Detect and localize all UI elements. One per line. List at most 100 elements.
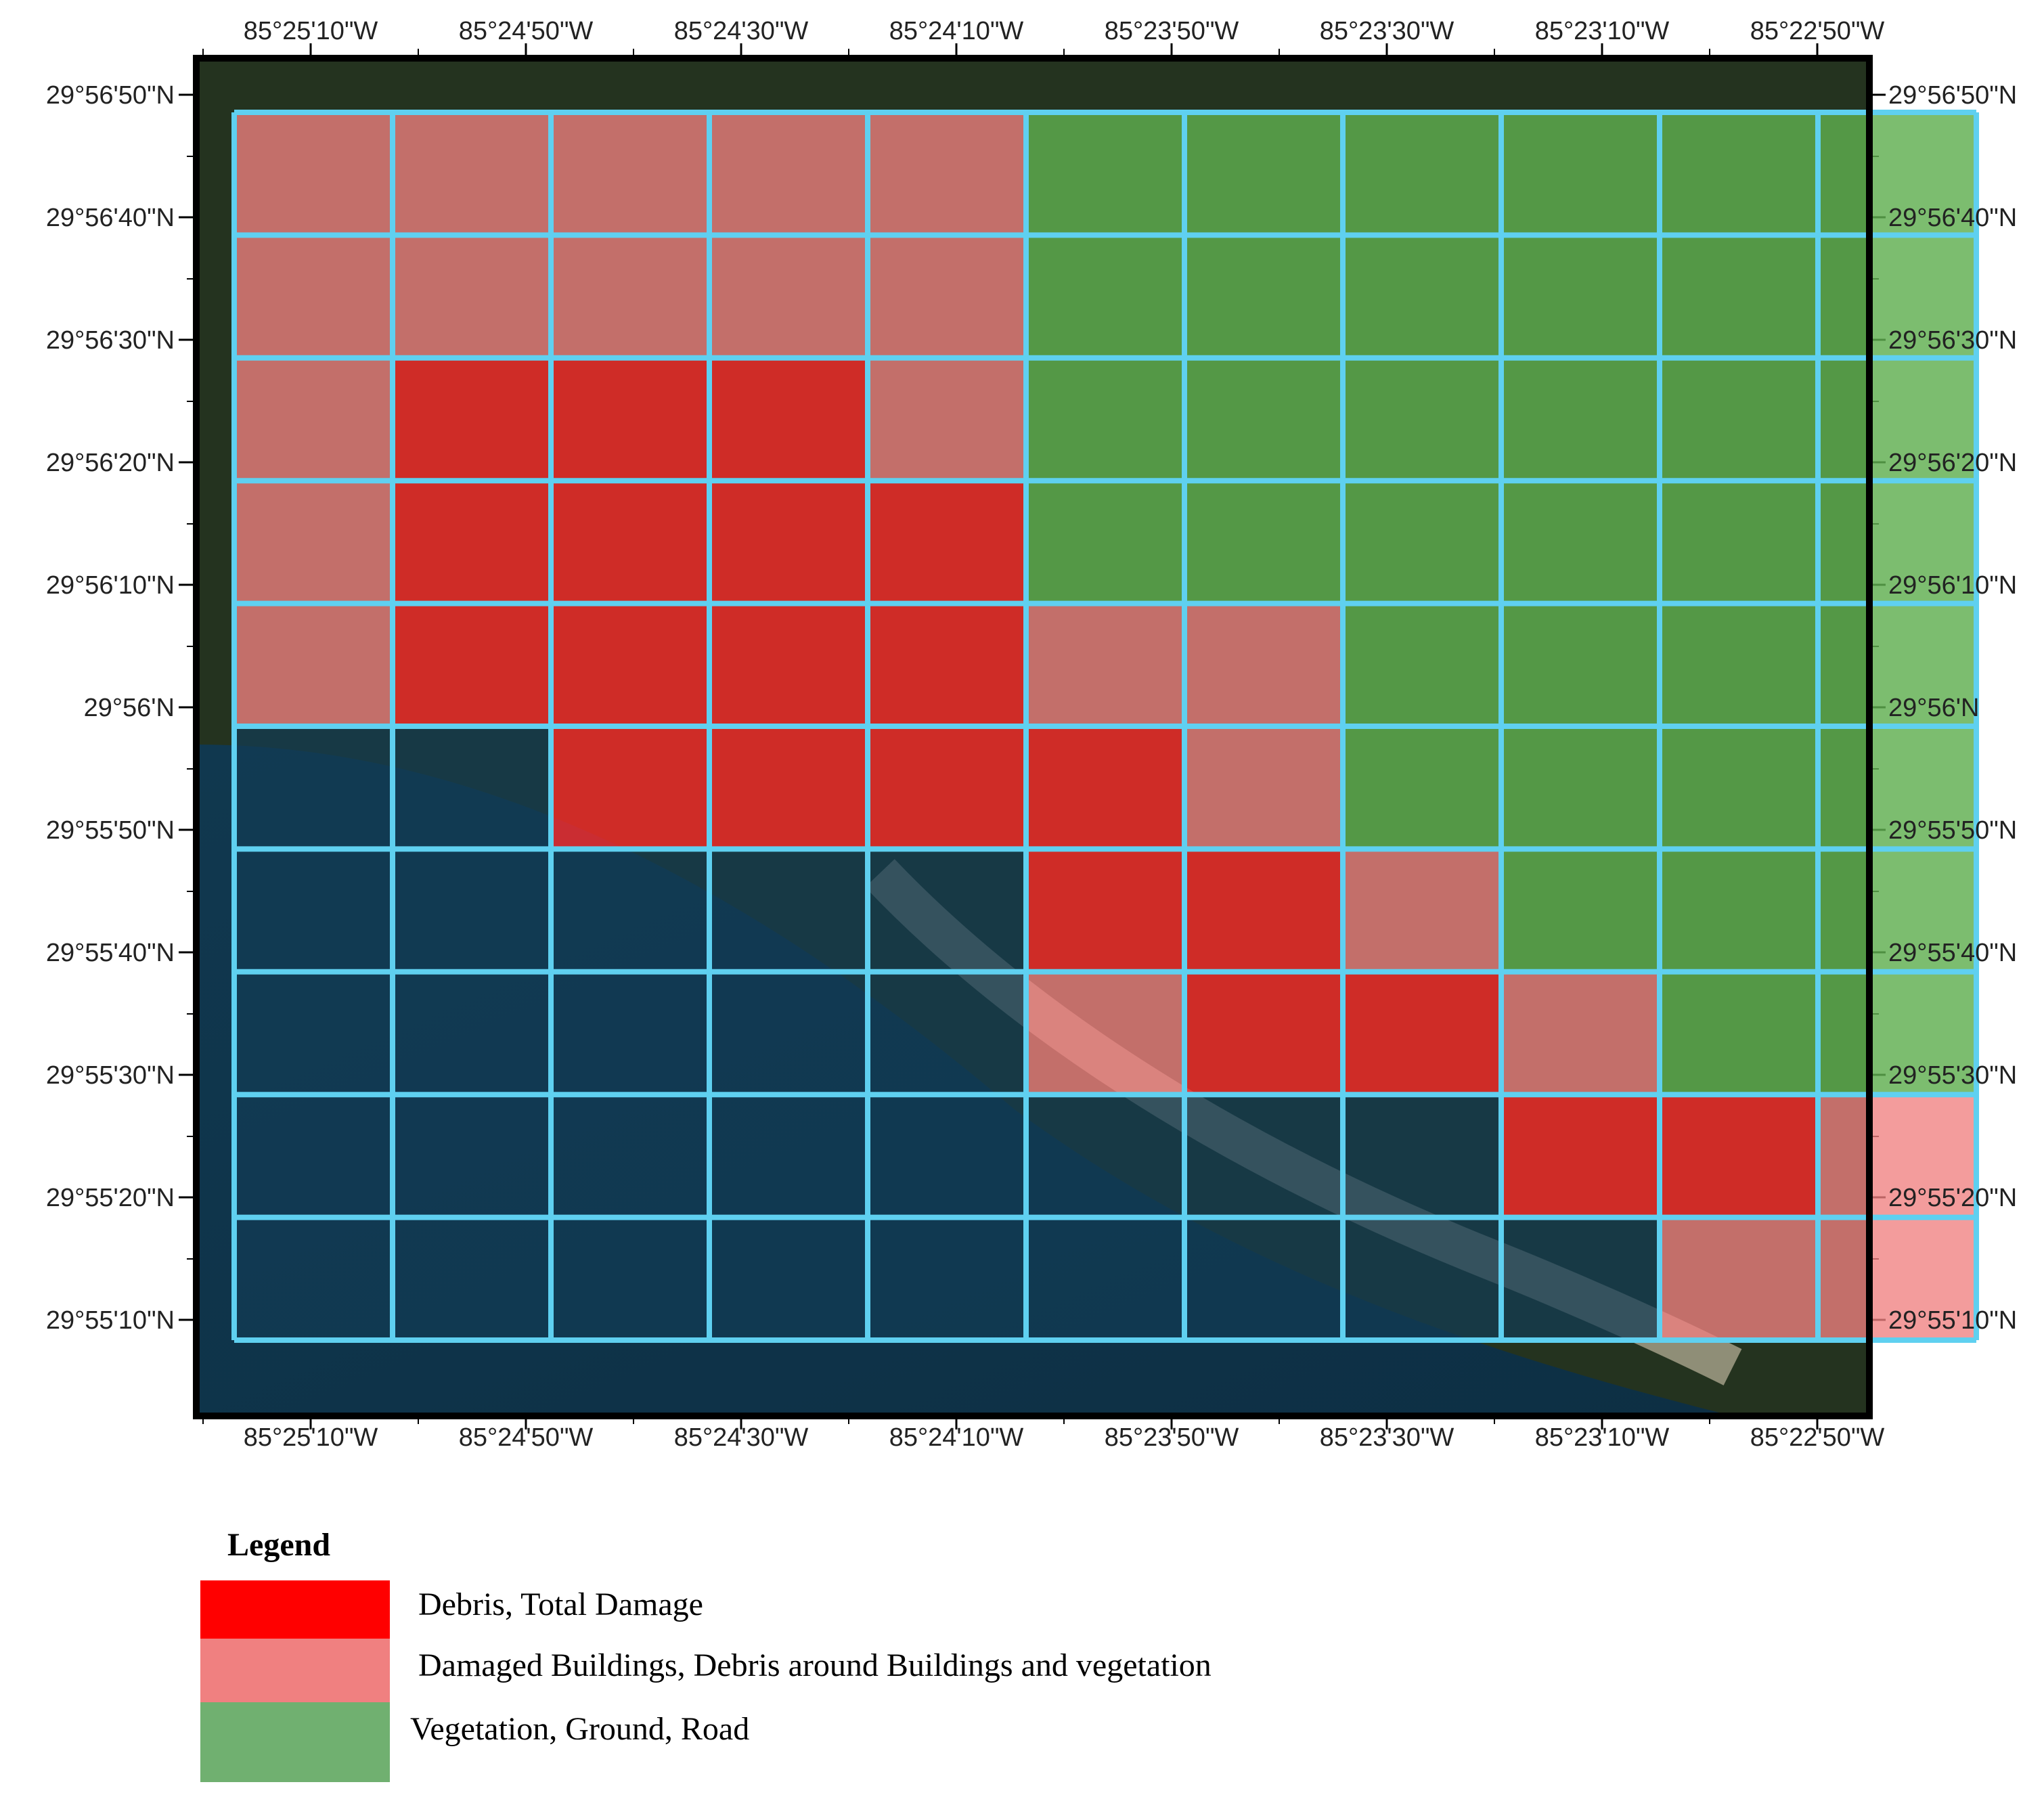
cell-damaged bbox=[709, 235, 868, 358]
lon-label-top: 85°22'50"W bbox=[1750, 17, 1885, 45]
lat-label-left: 29°55'10"N bbox=[46, 1306, 175, 1335]
cell-debris bbox=[1026, 849, 1184, 972]
cell-water bbox=[551, 849, 709, 972]
cell-vegetation bbox=[1184, 357, 1343, 481]
lat-label-left: 29°55'20"N bbox=[46, 1184, 175, 1212]
cell-vegetation bbox=[1818, 357, 1976, 481]
cell-debris bbox=[393, 357, 551, 481]
cell-water bbox=[1343, 1217, 1501, 1340]
lon-label-top: 85°24'10"W bbox=[889, 17, 1024, 45]
cell-damaged bbox=[1026, 603, 1184, 726]
cell-vegetation bbox=[1818, 971, 1976, 1095]
cell-debris bbox=[1343, 971, 1501, 1095]
cell-vegetation bbox=[1818, 112, 1976, 236]
cell-vegetation bbox=[1660, 235, 1818, 358]
lat-label-right: 29°56'N bbox=[1888, 694, 1979, 722]
cell-water bbox=[1184, 1217, 1343, 1340]
cell-debris bbox=[1026, 726, 1184, 849]
cell-debris bbox=[393, 481, 551, 604]
cell-debris bbox=[1501, 1094, 1660, 1218]
lon-label-top: 85°23'10"W bbox=[1535, 17, 1670, 45]
cell-water bbox=[393, 1094, 551, 1218]
cell-damaged bbox=[234, 603, 393, 726]
cell-water bbox=[709, 1094, 868, 1218]
cell-vegetation bbox=[1343, 603, 1501, 726]
lon-label-top: 85°25'10"W bbox=[244, 17, 378, 45]
lat-label-right: 29°56'50"N bbox=[1888, 81, 2017, 110]
lat-label-left: 29°55'30"N bbox=[46, 1061, 175, 1090]
cell-water bbox=[709, 849, 868, 972]
cell-vegetation bbox=[1343, 112, 1501, 236]
lon-label-bottom: 85°24'50"W bbox=[459, 1423, 594, 1452]
damage-classification-cells bbox=[234, 112, 1976, 1340]
cell-debris bbox=[868, 603, 1026, 726]
cell-vegetation bbox=[1343, 235, 1501, 358]
cell-damaged bbox=[1818, 1094, 1976, 1218]
cell-water bbox=[868, 849, 1026, 972]
cell-vegetation bbox=[1501, 849, 1660, 972]
cell-water bbox=[393, 971, 551, 1095]
legend-swatch-debris bbox=[200, 1580, 390, 1639]
cell-water bbox=[551, 1217, 709, 1340]
legend-title: Legend bbox=[227, 1527, 331, 1563]
cell-water bbox=[551, 971, 709, 1095]
cell-damaged bbox=[1184, 603, 1343, 726]
cell-vegetation bbox=[1026, 235, 1184, 358]
cell-vegetation bbox=[1660, 849, 1818, 972]
legend-swatch-vegetation bbox=[200, 1702, 390, 1782]
cell-vegetation bbox=[1818, 849, 1976, 972]
cell-water bbox=[234, 726, 393, 849]
cell-damaged bbox=[1660, 1217, 1818, 1340]
lat-label-left: 29°55'40"N bbox=[46, 939, 175, 967]
cell-water bbox=[868, 1217, 1026, 1340]
coordinate-labels: 85°25'10"W 85°25'10"W 85°24'50"W 85°24'50"W… bbox=[46, 17, 2017, 1452]
cell-water bbox=[709, 971, 868, 1095]
cell-water bbox=[393, 726, 551, 849]
cell-damaged bbox=[1026, 971, 1184, 1095]
cell-debris bbox=[551, 726, 709, 849]
cell-debris bbox=[551, 481, 709, 604]
lat-label-left: 29°56'20"N bbox=[46, 449, 175, 477]
cell-vegetation bbox=[1184, 112, 1343, 236]
cell-water bbox=[1501, 1217, 1660, 1340]
lon-label-bottom: 85°23'30"W bbox=[1320, 1423, 1454, 1452]
cell-water bbox=[1343, 1094, 1501, 1218]
legend-label-damaged: Damaged Buildings, Debris around Buildin… bbox=[418, 1647, 1212, 1683]
cell-debris bbox=[709, 481, 868, 604]
cell-damaged bbox=[393, 235, 551, 358]
grid-lines bbox=[231, 110, 1979, 1343]
cell-vegetation bbox=[1026, 357, 1184, 481]
cell-debris bbox=[1184, 971, 1343, 1095]
lat-label-left: 29°56'40"N bbox=[46, 204, 175, 232]
cell-debris bbox=[551, 603, 709, 726]
cell-debris bbox=[1184, 849, 1343, 972]
lat-label-left: 29°56'N bbox=[84, 694, 175, 722]
cell-debris bbox=[709, 357, 868, 481]
lon-label-top: 85°24'30"W bbox=[674, 17, 809, 45]
cell-vegetation bbox=[1501, 726, 1660, 849]
lat-label-left: 29°56'10"N bbox=[46, 571, 175, 600]
cell-vegetation bbox=[1343, 726, 1501, 849]
cell-vegetation bbox=[1501, 603, 1660, 726]
lon-label-bottom: 85°24'30"W bbox=[674, 1423, 809, 1452]
cell-water bbox=[868, 1094, 1026, 1218]
cell-damaged bbox=[234, 357, 393, 481]
cell-vegetation bbox=[1501, 235, 1660, 358]
cell-debris bbox=[709, 603, 868, 726]
cell-water bbox=[868, 971, 1026, 1095]
lon-label-top: 85°23'50"W bbox=[1105, 17, 1239, 45]
cell-vegetation bbox=[1818, 481, 1976, 604]
cell-water bbox=[393, 849, 551, 972]
cell-vegetation bbox=[1184, 235, 1343, 358]
cell-damaged bbox=[868, 357, 1026, 481]
cell-damaged bbox=[234, 481, 393, 604]
cell-water bbox=[551, 1094, 709, 1218]
lat-label-right: 29°55'30"N bbox=[1888, 1061, 2017, 1090]
cell-vegetation bbox=[1818, 235, 1976, 358]
lon-label-top: 85°24'50"W bbox=[459, 17, 594, 45]
cell-damaged bbox=[551, 112, 709, 236]
lat-label-left: 29°56'50"N bbox=[46, 81, 175, 110]
legend-swatch-damaged bbox=[200, 1639, 390, 1702]
cell-vegetation bbox=[1660, 481, 1818, 604]
